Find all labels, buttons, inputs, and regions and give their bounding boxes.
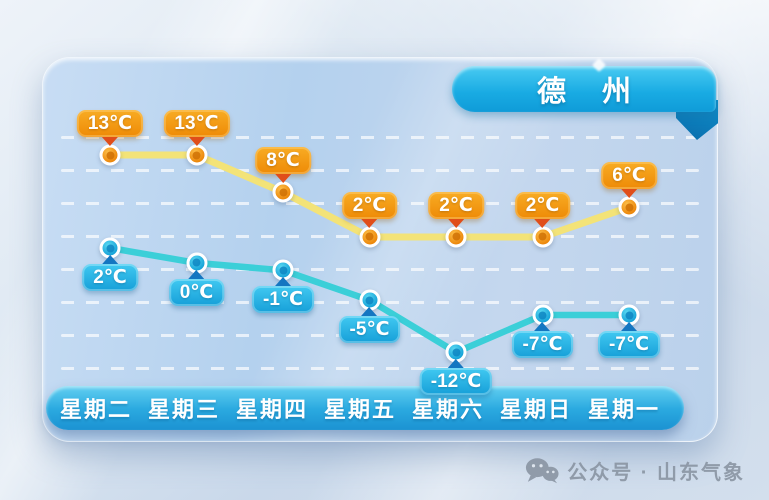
- gridline: [61, 136, 699, 139]
- day-label: 星期三: [147, 397, 221, 422]
- gridline: [61, 202, 699, 205]
- city-ribbon: 德 州: [452, 57, 716, 112]
- day-label: 星期六: [411, 397, 485, 422]
- wechat-icon: [526, 458, 559, 484]
- gridline: [61, 367, 699, 370]
- city-name: 德 州: [536, 76, 646, 108]
- day-label: 星期二: [59, 397, 133, 422]
- day-label: 星期五: [323, 397, 397, 422]
- day-label: 星期一: [587, 397, 661, 422]
- watermark: 公众号 · 山东气象: [525, 456, 745, 485]
- watermark-text: 公众号 · 山东气象: [567, 462, 745, 484]
- day-axis-bar: 星期二 星期三 星期四 星期五 星期六 星期日 星期一: [46, 386, 684, 430]
- chart-panel: [42, 57, 718, 442]
- gridline: [61, 301, 699, 304]
- gridline: [61, 268, 699, 271]
- day-label: 星期日: [499, 397, 573, 422]
- gridline: [61, 235, 699, 238]
- day-label: 星期四: [235, 397, 309, 422]
- gridline: [61, 334, 699, 337]
- gridline: [61, 169, 699, 172]
